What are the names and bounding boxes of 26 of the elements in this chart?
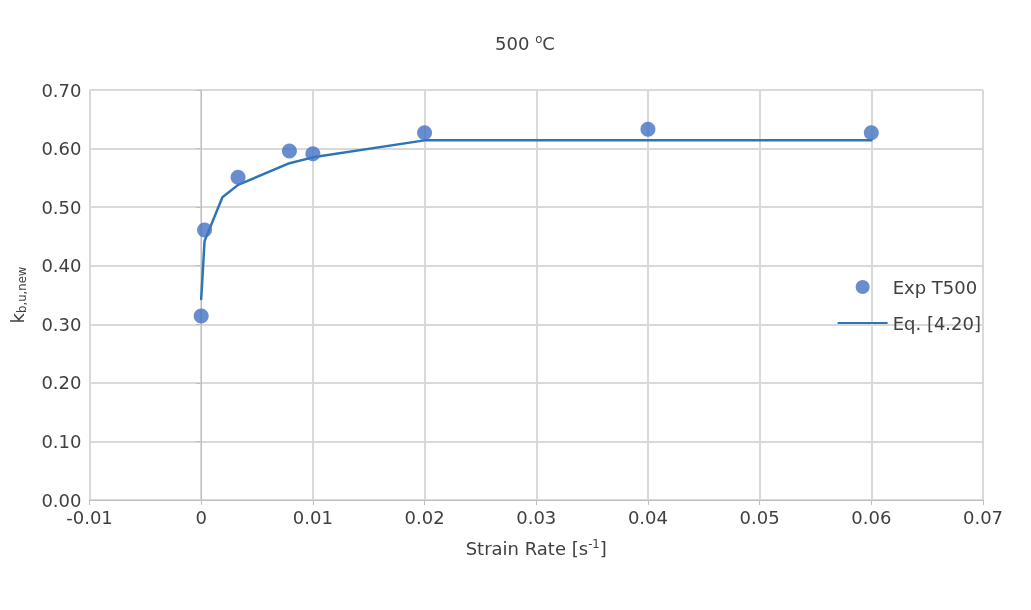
y-tick-label: 0.40 bbox=[41, 255, 82, 277]
y-tick-label: 0.70 bbox=[41, 79, 82, 101]
y-tick-label: 0.60 bbox=[41, 138, 82, 160]
legend-label: Exp T500 bbox=[892, 276, 978, 298]
point bbox=[305, 146, 321, 162]
point bbox=[230, 169, 246, 185]
y-tick-label: 0.10 bbox=[41, 430, 82, 452]
x-tick-label: 0 bbox=[195, 506, 207, 528]
x-tick-label: 0.01 bbox=[292, 506, 333, 528]
x-tick-label: 0.04 bbox=[627, 506, 668, 528]
x-tick-label: 0.02 bbox=[404, 506, 445, 528]
x-tick-label: 0.03 bbox=[516, 506, 557, 528]
point bbox=[863, 125, 879, 141]
x-tick-label: 0.05 bbox=[739, 506, 780, 528]
point bbox=[197, 222, 213, 238]
point bbox=[640, 121, 656, 137]
x-tick-label: 0.07 bbox=[962, 506, 1004, 528]
point bbox=[281, 143, 297, 159]
point bbox=[193, 308, 209, 324]
y-tick-label: 0.30 bbox=[41, 313, 82, 335]
x-tick-label: 0.06 bbox=[851, 506, 892, 528]
y-tick-label: 0.50 bbox=[41, 196, 82, 218]
legend-label: Eq. [4.20] bbox=[892, 312, 982, 334]
point bbox=[417, 125, 433, 141]
y-tick-label: 0.20 bbox=[41, 372, 82, 394]
y-axis-title: kb,u,new bbox=[6, 266, 29, 324]
